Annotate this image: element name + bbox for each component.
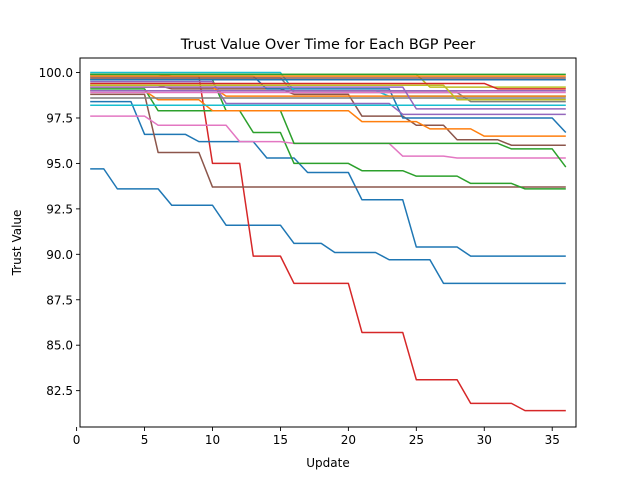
series-line-1 bbox=[90, 168, 566, 285]
x-axis-label: Update bbox=[306, 456, 349, 470]
series-line-16 bbox=[90, 82, 566, 90]
y-tick-label: 100.0 bbox=[39, 66, 73, 80]
series-line-4 bbox=[90, 93, 566, 188]
series-line-26 bbox=[90, 86, 566, 110]
chart-title: Trust Value Over Time for Each BGP Peer bbox=[180, 37, 475, 53]
y-tick-label: 95.0 bbox=[46, 157, 73, 171]
series-line-8 bbox=[90, 84, 566, 146]
y-tick-label: 97.5 bbox=[46, 111, 73, 125]
x-tick-label: 30 bbox=[477, 433, 492, 447]
x-tick-label: 15 bbox=[273, 433, 288, 447]
series-line-22 bbox=[90, 84, 566, 101]
y-tick-label: 92.5 bbox=[46, 202, 73, 216]
x-axis: 0 5 10 15 20 25 30 35 bbox=[73, 427, 560, 447]
x-tick-label: 25 bbox=[409, 433, 424, 447]
x-tick-label: 0 bbox=[73, 433, 81, 447]
y-tick-label: 87.5 bbox=[46, 293, 73, 307]
y-axis: 82.5 85.0 87.5 90.0 92.5 95.0 97.5 100.0 bbox=[39, 66, 80, 398]
x-tick-label: 10 bbox=[205, 433, 220, 447]
series-layer bbox=[90, 71, 567, 412]
y-axis-label: Trust Value bbox=[10, 210, 24, 277]
y-tick-label: 85.0 bbox=[46, 339, 73, 353]
series-line-9 bbox=[90, 89, 566, 137]
plot-frame bbox=[79, 57, 577, 428]
y-tick-label: 90.0 bbox=[46, 248, 73, 262]
x-tick-label: 5 bbox=[141, 433, 149, 447]
x-tick-label: 20 bbox=[341, 433, 356, 447]
series-line-5 bbox=[90, 88, 566, 190]
series-line-11 bbox=[90, 80, 566, 116]
series-line-3 bbox=[90, 100, 566, 257]
y-tick-label: 82.5 bbox=[46, 384, 73, 398]
x-tick-label: 35 bbox=[545, 433, 560, 447]
